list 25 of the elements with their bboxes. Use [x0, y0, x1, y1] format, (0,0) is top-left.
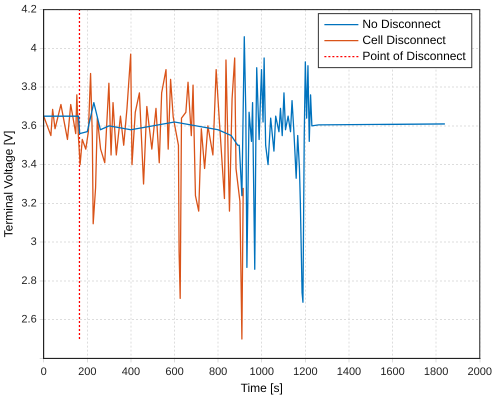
x-tick-label: 0: [40, 366, 47, 378]
legend-label: No Disconnect: [362, 16, 442, 31]
x-tick-label: 1400: [336, 366, 362, 378]
x-axis-title: Time [s]: [240, 381, 283, 396]
y-axis-title: Terminal Voltage [V]: [2, 130, 16, 238]
legend-label: Point of Disconnect: [362, 48, 466, 63]
x-tick-label: 2000: [468, 366, 492, 378]
y-tick-label: 4.2: [21, 4, 37, 16]
y-tick-label: 3.8: [21, 81, 37, 94]
x-tick-label: 800: [208, 366, 228, 378]
y-tick-label: 3.4: [21, 158, 37, 171]
x-tick-label: 400: [122, 366, 140, 378]
x-tick-label: 1800: [424, 366, 448, 378]
y-tick-label: 4: [30, 42, 37, 54]
y-tick-label: 2.6: [21, 314, 37, 326]
x-tick-label: 200: [78, 366, 96, 378]
y-tick-label: 3: [30, 236, 37, 248]
x-tick-label: 1200: [293, 366, 318, 378]
x-tick-label: 1600: [380, 366, 405, 378]
legend-label: Cell Disconnect: [362, 32, 446, 47]
x-tick-label: 1000: [249, 366, 274, 378]
y-tick-label: 3.6: [21, 120, 37, 132]
y-tick-label: 2.8: [21, 274, 37, 287]
x-tick-label: 600: [165, 366, 184, 378]
y-tick-label: 3.2: [21, 197, 37, 210]
